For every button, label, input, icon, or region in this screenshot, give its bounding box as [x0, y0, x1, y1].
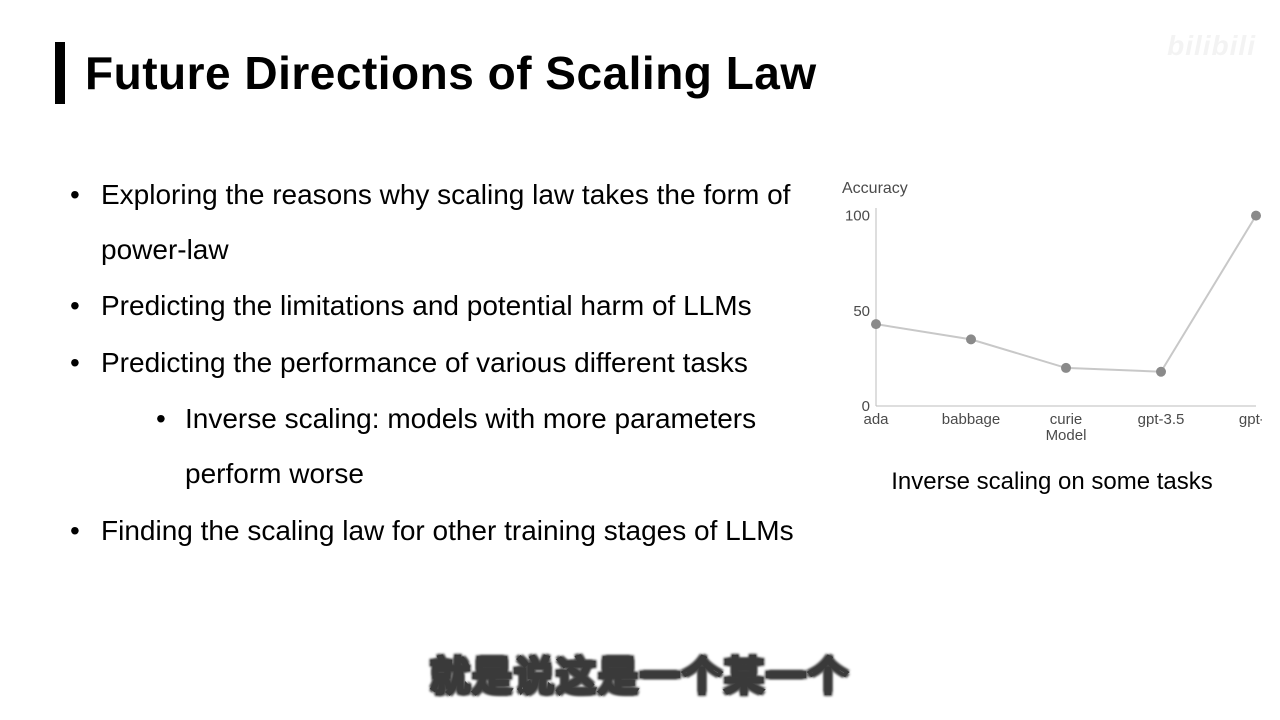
title-row: Future Directions of Scaling Law — [55, 42, 817, 104]
svg-text:Model: Model — [1046, 427, 1087, 444]
svg-text:ada: ada — [863, 411, 889, 428]
slide: bilibili Future Directions of Scaling La… — [0, 0, 1280, 720]
bullet-1: Exploring the reasons why scaling law ta… — [65, 168, 835, 277]
bullet-4: Finding the scaling law for other traini… — [65, 504, 835, 559]
slide-title: Future Directions of Scaling Law — [85, 46, 817, 100]
bullet-list: Exploring the reasons why scaling law ta… — [65, 168, 835, 560]
subtitle-text: 就是说这是一个某一个 — [430, 655, 850, 699]
svg-text:100: 100 — [845, 208, 870, 225]
svg-text:50: 50 — [853, 303, 870, 320]
watermark: bilibili — [1167, 30, 1256, 62]
svg-text:babbage: babbage — [942, 411, 1000, 428]
bullet-3-text: Predicting the performance of various di… — [101, 347, 748, 378]
chart-caption: Inverse scaling on some tasks — [842, 468, 1262, 496]
svg-text:gpt-4: gpt-4 — [1239, 411, 1262, 428]
bullet-3: Predicting the performance of various di… — [65, 336, 835, 502]
inverse-scaling-chart: 050100adababbagecuriegpt-3.5gpt-4Model — [842, 202, 1262, 450]
video-subtitle: 就是说这是一个某一个 — [0, 644, 1280, 702]
svg-text:gpt-3.5: gpt-3.5 — [1138, 411, 1185, 428]
bullet-3-sub: Inverse scaling: models with more parame… — [101, 392, 835, 501]
chart-container: Accuracy 050100adababbagecuriegpt-3.5gpt… — [842, 180, 1262, 496]
chart-y-label: Accuracy — [842, 180, 1262, 198]
bullet-2: Predicting the limitations and potential… — [65, 279, 835, 334]
svg-text:curie: curie — [1050, 411, 1083, 428]
title-accent-bar — [55, 42, 65, 104]
